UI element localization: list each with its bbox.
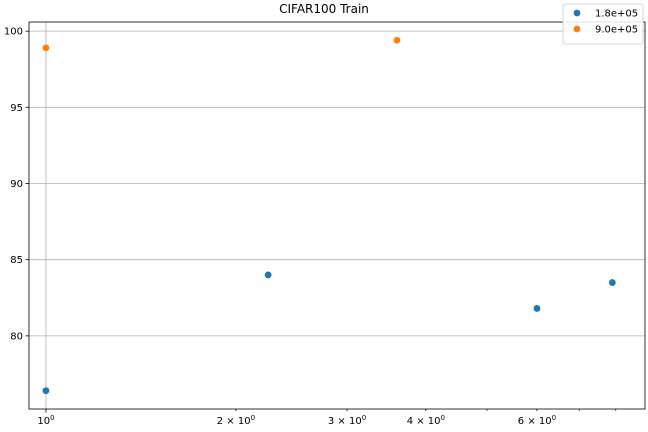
legend-label-0: 1.8e+05 bbox=[595, 9, 638, 20]
point-series-1-0 bbox=[42, 44, 50, 52]
y-tick-label-95: 95 bbox=[10, 103, 23, 114]
grid-layer bbox=[29, 22, 645, 409]
x-tick-label-1: 2 × 100 bbox=[217, 414, 255, 427]
legend-box bbox=[562, 3, 644, 45]
legend-marker-1 bbox=[573, 25, 581, 33]
y-tick-label-85: 85 bbox=[10, 255, 23, 266]
point-series-0-3 bbox=[608, 279, 616, 286]
axis-layer: 80 85 90 95 100 100 2 × 100 3 × 100 4 × 100 6 × 1… bbox=[4, 21, 646, 427]
points-layer bbox=[42, 36, 616, 395]
x-tick-label-4: 6 × 100 bbox=[518, 414, 556, 427]
x-tick-label-3: 4 × 100 bbox=[407, 414, 445, 427]
point-series-0-2 bbox=[533, 305, 541, 312]
chart-title: CIFAR100 Train bbox=[279, 2, 369, 16]
y-tick-label-80: 80 bbox=[10, 331, 23, 342]
y-tick-label-100: 100 bbox=[4, 27, 23, 38]
y-tick-label-90: 90 bbox=[10, 179, 23, 190]
plot-frame bbox=[28, 21, 646, 410]
legend-marker-0 bbox=[573, 9, 581, 17]
legend: 1.8e+05 9.0e+05 bbox=[562, 3, 644, 45]
point-series-0-1 bbox=[264, 271, 272, 279]
point-series-1-1 bbox=[393, 36, 401, 44]
point-series-0-0 bbox=[42, 387, 50, 395]
x-tick-label-2: 3 × 100 bbox=[328, 414, 366, 427]
legend-label-1: 9.0e+05 bbox=[595, 25, 638, 36]
x-tick-label-0: 100 bbox=[37, 414, 54, 427]
